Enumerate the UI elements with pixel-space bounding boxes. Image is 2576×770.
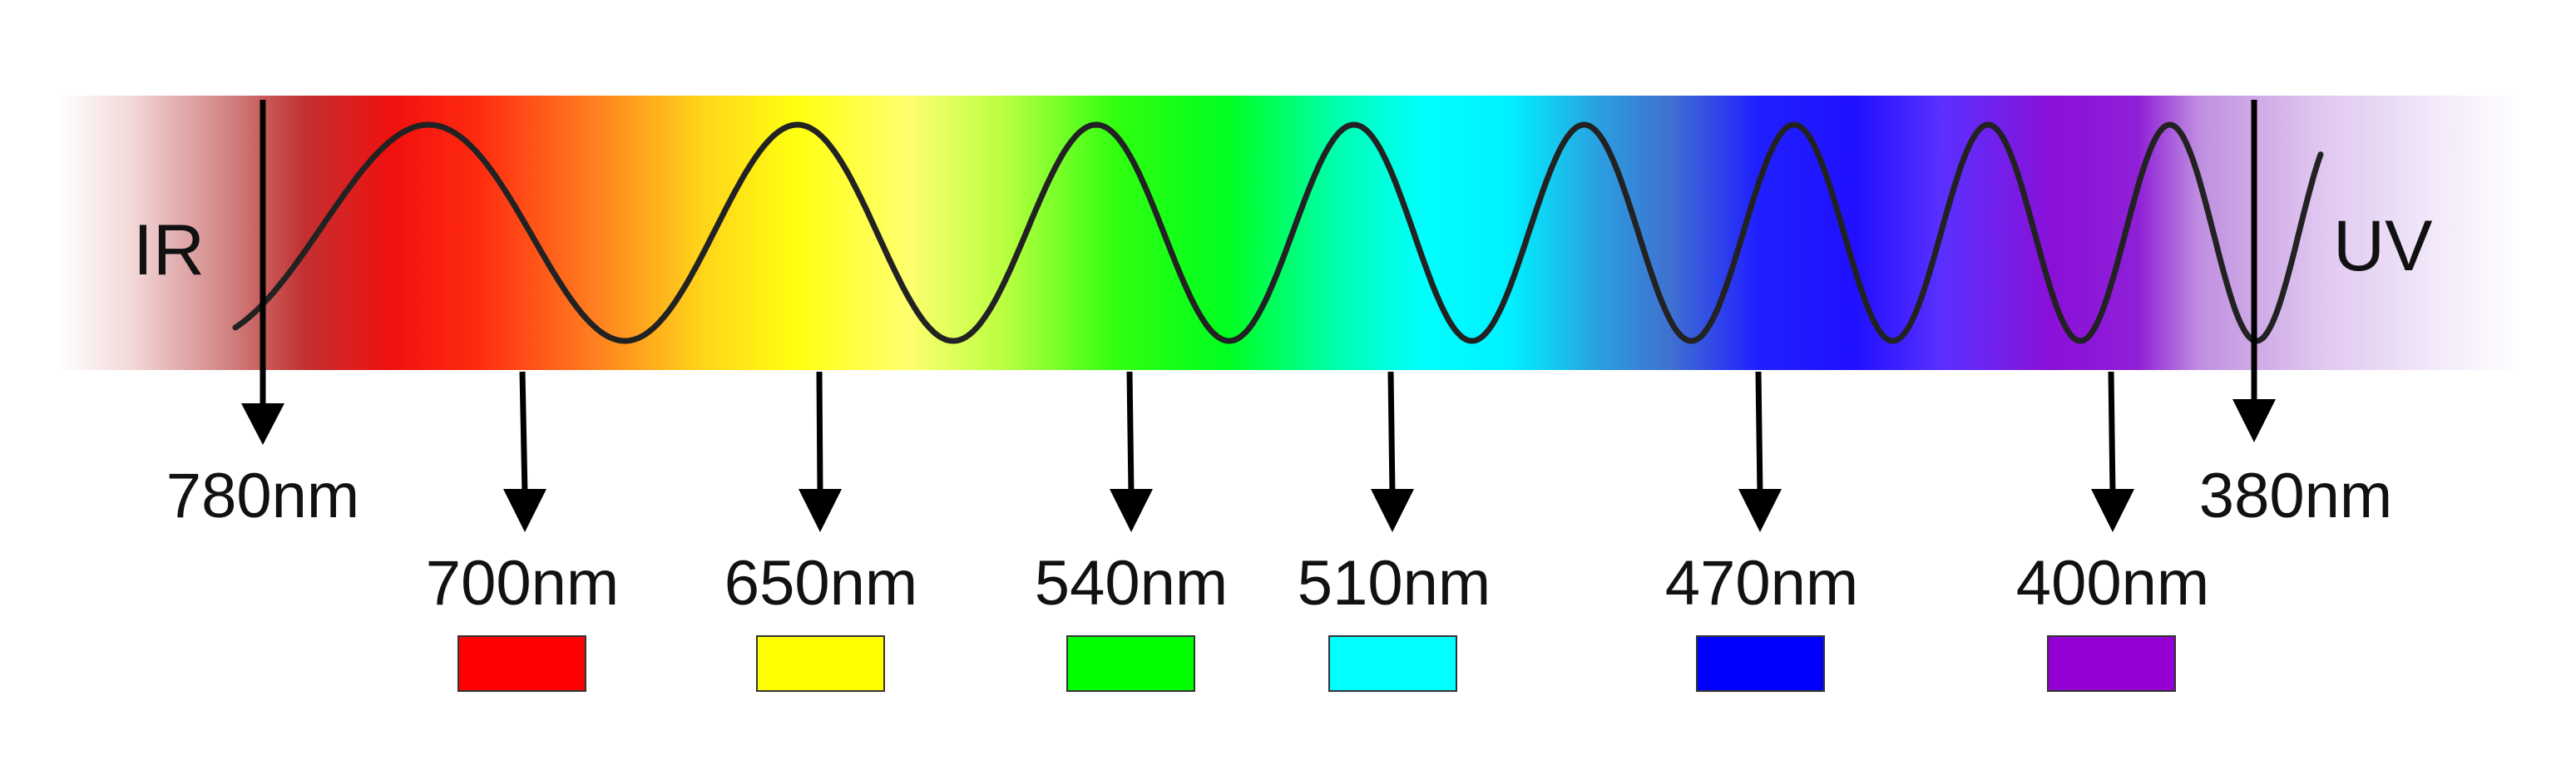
- band-arrow-400: [2091, 371, 2134, 532]
- boundary-marker-short: [2232, 100, 2276, 442]
- ir-label: IR: [133, 210, 205, 290]
- swatch-violet: [2047, 635, 2176, 692]
- band-label-650: 650nm: [724, 548, 917, 619]
- band-arrow-700: [503, 371, 546, 532]
- swatch-red: [457, 635, 586, 692]
- band-label-540: 540nm: [1035, 548, 1228, 619]
- band-label-470: 470nm: [1665, 548, 1858, 619]
- boundary-short-label: 380nm: [2199, 461, 2392, 531]
- band-label-700: 700nm: [426, 548, 619, 619]
- boundary-long-label: 780nm: [166, 461, 359, 531]
- band-arrow-510: [1371, 371, 1414, 532]
- band-label-400: 400nm: [2016, 548, 2209, 619]
- swatch-yellow: [756, 635, 885, 692]
- band-arrow-650: [799, 371, 842, 532]
- band-label-510: 510nm: [1298, 548, 1491, 619]
- boundary-marker-long: [241, 100, 284, 445]
- swatch-blue: [1696, 635, 1825, 692]
- band-arrow-540: [1110, 371, 1153, 532]
- band-arrow-470: [1738, 371, 1782, 532]
- wave-curve: [232, 121, 2324, 344]
- swatch-green: [1066, 635, 1195, 692]
- spectrum-band: [58, 96, 2520, 370]
- uv-label: UV: [2333, 206, 2432, 286]
- swatch-cyan: [1328, 635, 1457, 692]
